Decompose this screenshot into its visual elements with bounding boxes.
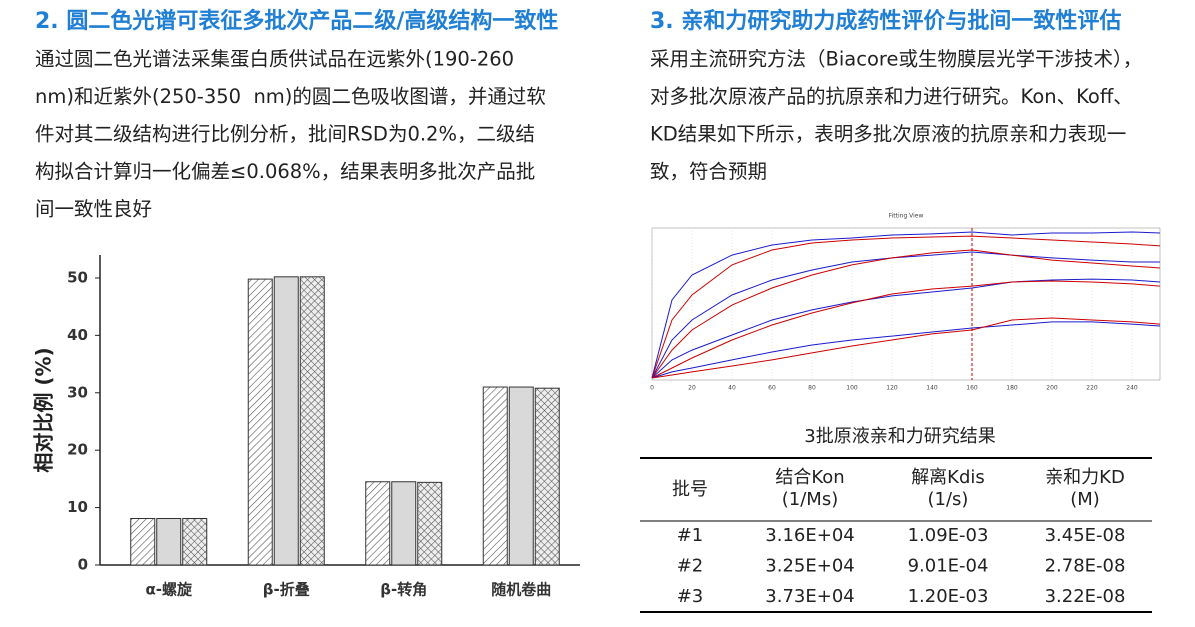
bar (299, 276, 325, 566)
series-line (651, 278, 1161, 379)
y-tick-label: 50 (67, 268, 88, 286)
plot-frame (651, 227, 1161, 381)
x-tick-label: 60 (768, 385, 776, 392)
bar (273, 276, 299, 566)
paragraph-line: KD结果如下所示，表明多批次原液的抗原亲和力表现一 (650, 123, 1126, 146)
table-cell: 3.16E+04 (765, 525, 854, 546)
x-tick-label: 80 (808, 385, 816, 392)
y-tick-label: 20 (67, 441, 88, 459)
x-tick-label: 240 (1126, 385, 1138, 392)
bar (534, 387, 560, 566)
series-line (651, 231, 1161, 379)
heading: 3. 亲和力研究助力成药性评价与批间一致性评估 (650, 8, 1121, 34)
x-tick-label: β-折叠 (263, 581, 310, 599)
bar (391, 481, 417, 566)
x-tick-label: 120 (886, 385, 898, 392)
paragraph-line: 通过圆二色光谱法采集蛋白质供试品在远紫外(190-260 (35, 48, 514, 71)
table-header: 结合Kon (775, 467, 844, 488)
y-axis-label: 相对比例 (%) (32, 347, 56, 472)
table-header: 解离Kdis (911, 467, 985, 488)
bar (365, 481, 391, 566)
bar (182, 518, 208, 566)
paragraph-line: 构拟合计算归一化偏差≤0.068%，结果表明多批次产品批 (35, 160, 535, 183)
table-cell: 3.45E-08 (1045, 525, 1126, 546)
paragraph-line: nm)和近紫外(250-350 nm)的圆二色吸收图谱，并通过软 (35, 85, 546, 108)
x-tick-label: β-转角 (380, 581, 427, 599)
series-line (651, 280, 1161, 379)
table-header: (1/Ms) (782, 489, 838, 510)
table-header: (1/s) (928, 489, 969, 510)
x-tick-label: 180 (1006, 385, 1018, 392)
paragraph-line: 对多批次原液产品的抗原亲和力进行研究。Kon、Koff、 (650, 85, 1133, 108)
bar (156, 518, 182, 566)
table-header: 亲和力KD (1045, 467, 1125, 488)
series-line (651, 251, 1160, 379)
x-tick-label: 140 (926, 385, 938, 392)
paragraph-line: 采用主流研究方法（Biacore或生物膜层光学干涉技术）， (650, 48, 1142, 71)
table-header: (M) (1070, 489, 1100, 510)
bar (130, 518, 156, 566)
paragraph-line: 致，符合预期 (650, 160, 767, 183)
series-line (651, 317, 1161, 379)
table-cell: 9.01E-04 (908, 556, 989, 577)
table-cell: 1.20E-03 (908, 586, 989, 607)
bar (508, 386, 534, 566)
table-cell: 3.73E+04 (765, 586, 854, 607)
x-tick-label: α-螺旋 (145, 581, 193, 599)
x-tick-label: 220 (1086, 385, 1098, 392)
chart-title: Fitting View (889, 213, 924, 220)
x-tick-label: 160 (966, 385, 978, 392)
x-tick-label: 20 (688, 385, 696, 392)
table-cell: 3.22E-08 (1045, 586, 1126, 607)
series-line (651, 235, 1161, 379)
table-cell: 1.09E-03 (908, 525, 989, 546)
x-tick-label: 随机卷曲 (491, 581, 551, 599)
table-header: 批号 (672, 479, 708, 500)
x-tick-label: 100 (846, 385, 858, 392)
series-line (651, 249, 1161, 379)
bar (247, 278, 273, 566)
heading: 2. 圆二色光谱可表征多批次产品二级/高级结构一致性 (35, 8, 558, 34)
bar (417, 481, 443, 566)
table-cell: #1 (677, 525, 704, 546)
paragraph-line: 间一致性良好 (35, 198, 152, 221)
bar (482, 386, 508, 566)
x-tick-label: 40 (728, 385, 736, 392)
series-line (651, 321, 1161, 379)
table-cell: #2 (677, 556, 704, 577)
y-tick-label: 40 (67, 326, 88, 344)
y-tick-label: 0 (78, 556, 88, 574)
table-cell: 2.78E-08 (1045, 556, 1126, 577)
paragraph-line: 件对其二级结构进行比例分析，批间RSD为0.2%，二级结 (35, 123, 535, 146)
x-tick-label: 200 (1046, 385, 1058, 392)
y-tick-label: 30 (67, 383, 88, 401)
x-tick-label: 0 (650, 385, 654, 392)
table-title: 3批原液亲和力研究结果 (804, 426, 995, 447)
y-tick-label: 10 (67, 498, 88, 516)
table-cell: 3.25E+04 (765, 556, 854, 577)
table-cell: #3 (677, 586, 704, 607)
